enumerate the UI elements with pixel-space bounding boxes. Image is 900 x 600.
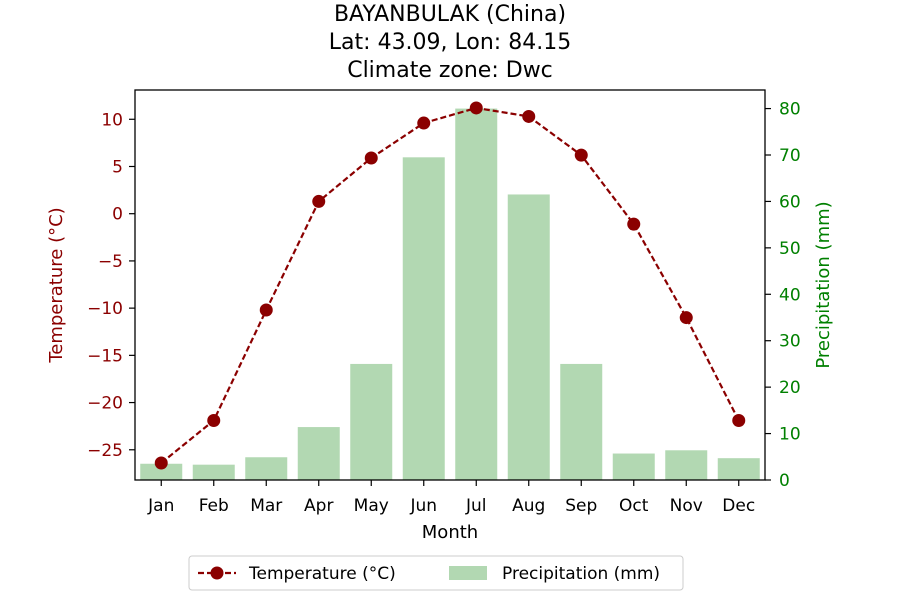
right-y-axis: 0 10 20 30 40 50 60 70 80: [765, 100, 801, 491]
right-y-tick-label: 20: [779, 378, 801, 398]
precipitation-bar: [245, 457, 288, 480]
legend-precipitation-label: Precipitation (mm): [502, 564, 660, 584]
left-y-tick-label: −10: [87, 299, 123, 319]
x-tick-label: Nov: [670, 496, 703, 516]
temperature-point: [417, 116, 431, 130]
left-y-axis-label: Temperature (°C): [46, 207, 67, 363]
plot-frame: [134, 89, 766, 481]
right-y-tick-label: 30: [779, 332, 801, 352]
right-y-tick-label: 40: [779, 285, 801, 305]
left-y-tick-label: 5: [112, 157, 123, 177]
temperature-line: [154, 101, 746, 470]
precipitation-bar: [402, 157, 445, 481]
left-y-tick-label: −25: [87, 441, 123, 461]
left-y-tick-label: 0: [112, 205, 123, 225]
precipitation-bar: [455, 108, 498, 481]
right-y-axis-label: Precipitation (mm): [813, 201, 834, 368]
temperature-point: [574, 148, 588, 162]
x-tick-label: Apr: [304, 496, 333, 516]
chart-title-line-2: Lat: 43.09, Lon: 84.15: [329, 30, 571, 55]
left-y-tick-label: −20: [87, 394, 123, 414]
x-tick-label: Jul: [465, 496, 487, 516]
precipitation-bar: [507, 194, 550, 480]
legend-temperature-label: Temperature (°C): [248, 564, 396, 584]
temperature-point: [154, 456, 168, 470]
right-y-tick-label: 0: [779, 471, 790, 491]
x-tick-label: Jun: [409, 496, 437, 516]
legend-temperature-marker-dot: [210, 566, 224, 580]
chart-title-line-1: BAYANBULAK (China): [334, 2, 566, 27]
right-y-tick-label: 10: [779, 425, 801, 445]
right-y-tick-label: 60: [779, 192, 801, 212]
right-y-tick-label: 70: [779, 146, 801, 166]
right-y-tick-label: 50: [779, 239, 801, 259]
temperature-point: [259, 303, 273, 317]
x-axis-label: Month: [422, 522, 478, 543]
legend-precipitation-swatch: [449, 566, 487, 580]
temperature-point: [522, 109, 536, 123]
legend-frame: [188, 555, 684, 591]
x-tick-label: Sep: [565, 496, 597, 516]
x-tick-label: May: [354, 496, 389, 516]
x-tick-label: Jan: [147, 496, 174, 516]
precipitation-bar: [560, 363, 603, 480]
legend: Temperature (°C) Precipitation (mm): [188, 555, 684, 591]
chart-title: BAYANBULAK (China) Lat: 43.09, Lon: 84.1…: [329, 2, 571, 83]
precipitation-bar: [350, 363, 393, 480]
temperature-series-line: [160, 106, 740, 464]
right-y-tick-label: 80: [779, 100, 801, 120]
temperature-point: [312, 194, 326, 208]
left-y-axis: −25 −20 −15 −10 −5 0 5 10: [87, 110, 135, 461]
precipitation-bar: [612, 453, 655, 480]
left-y-tick-label: 10: [101, 110, 123, 130]
left-y-tick-label: −15: [87, 346, 123, 366]
temperature-point: [364, 151, 378, 165]
left-y-tick-label: −5: [98, 252, 123, 272]
x-tick-label: Aug: [512, 496, 545, 516]
temperature-point: [207, 414, 221, 428]
temperature-point: [732, 414, 746, 428]
x-axis: Jan Feb Mar Apr May Jun Jul Aug Sep Oct Nov Dec: [147, 480, 755, 516]
chart-title-line-3: Climate zone: Dwc: [347, 58, 553, 83]
x-tick-label: Feb: [199, 496, 229, 516]
x-tick-label: Dec: [722, 496, 755, 516]
x-tick-label: Oct: [619, 496, 649, 516]
precipitation-bar: [192, 464, 235, 480]
temperature-point: [627, 217, 641, 231]
precipitation-bar: [665, 450, 708, 480]
temperature-point: [679, 311, 693, 325]
precipitation-bar: [297, 427, 340, 480]
precipitation-bar: [717, 458, 760, 480]
temperature-point: [469, 101, 483, 115]
precipitation-bar: [140, 463, 183, 480]
precipitation-bars: [140, 108, 760, 481]
x-tick-label: Mar: [250, 496, 282, 516]
